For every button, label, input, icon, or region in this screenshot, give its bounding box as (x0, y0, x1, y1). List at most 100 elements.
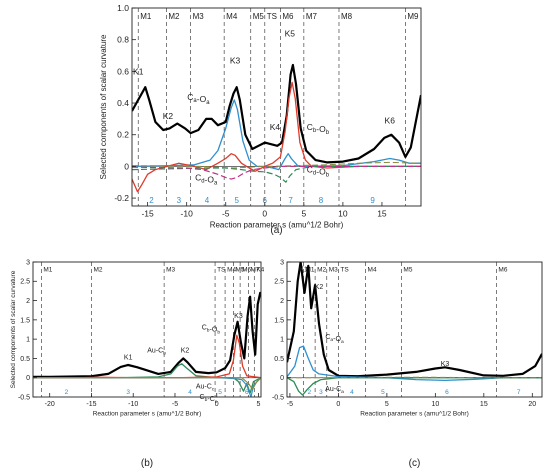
y-tick-label: 0.8 (117, 35, 129, 45)
x-tick-label: 10 (338, 209, 348, 219)
y-tick-label: 0.4 (117, 98, 129, 108)
phase-marker-label: TS (340, 267, 349, 274)
x-tick-label: 15 (480, 401, 488, 408)
x-tick-label: -5 (172, 401, 178, 408)
curve-annotation: K5 (285, 29, 296, 39)
phase-marker-label: M5 (403, 267, 412, 274)
curve-annotation: K3 (441, 361, 450, 368)
series-line-4 (132, 165, 421, 183)
phase-marker-label: M9 (407, 12, 419, 21)
y-tick-label: -0.5 (272, 394, 284, 401)
y-tick-label: 3 (26, 259, 30, 266)
curve-annotation: K1 (124, 355, 133, 362)
curve-annotation: K2 (315, 284, 324, 291)
curve-annotation: Au-Cb (147, 348, 166, 357)
y-tick-label: 1 (280, 337, 284, 344)
phase-marker-label: M4 (226, 12, 238, 21)
phase-marker-label: M2 (317, 267, 326, 274)
phase-marker-label: M6 (498, 267, 507, 274)
curve-annotation: Cd-Oa (195, 173, 218, 187)
phase-number: 9 (370, 196, 375, 205)
curve-annotation: Au-Ca (325, 386, 344, 395)
series-line-2 (132, 99, 421, 171)
curve-annotation: Cb-Ob (202, 325, 221, 336)
phase-marker-label: M6 (282, 12, 294, 21)
phase-number: 5 (381, 389, 385, 396)
y-tick-label: 2.5 (274, 279, 284, 286)
phase-number: 5 (234, 196, 239, 205)
x-tick-label: 5 (257, 401, 261, 408)
x-tick-label: -5 (222, 209, 230, 219)
panel-b-chart: M1M2M3TSM4M5M6M7K423456K1K2K3Au-CbCb-ObA… (10, 259, 265, 469)
y-tick-label: 0 (124, 161, 129, 171)
phase-number: 6 (445, 389, 449, 396)
phase-number: 6 (245, 389, 249, 396)
series-line-1 (33, 291, 261, 378)
phase-marker-label: M5 (253, 12, 265, 21)
curve-annotation: Cd-Ob (307, 165, 330, 179)
phase-marker-label: M3 (329, 267, 338, 274)
y-axis-label: Selected components of scalar curvature (10, 270, 17, 388)
y-tick-label: 0.5 (20, 356, 30, 363)
phase-marker-label: K4 (256, 267, 264, 274)
phase-number: 2 (307, 389, 311, 396)
series-group (287, 262, 542, 396)
phase-number: 7 (517, 389, 521, 396)
series-line-5 (132, 165, 421, 180)
phase-number: 4 (350, 389, 354, 396)
curve-annotation: Au-Cc (196, 384, 215, 393)
x-tick-label: 15 (377, 209, 387, 219)
y-tick-label: 2.5 (20, 279, 30, 286)
panel-a-chart: M1 M2 M3 M4 M5 TS M6 M7 M8 M9 2 3 4 5 6 7 8 9 K1 K2 K3 K4 K5 K6… (99, 3, 422, 236)
x-tick-label: 0 (262, 209, 267, 219)
x-tick-label: 10 (431, 401, 439, 408)
phase-number: 3 (177, 196, 182, 205)
x-tick-label: -20 (45, 401, 55, 408)
y-tick-label: 2 (280, 298, 284, 305)
plot-frame (131, 7, 422, 207)
phase-number: 5 (218, 389, 222, 396)
y-tick-label: 1 (26, 337, 30, 344)
phase-number: 2 (149, 196, 154, 205)
plot-frame (32, 261, 262, 398)
phase-marker-label: M6 (242, 267, 251, 274)
phase-number: 2 (65, 389, 69, 396)
x-tick-label: 5 (385, 401, 389, 408)
curve-annotation: K1 (133, 67, 144, 77)
panel-label: (b) (141, 458, 153, 469)
phase-marker-label: M7 (250, 267, 259, 274)
x-axis-label: Reaction parameter s (amu^1/2 Bohr) (93, 411, 202, 418)
curve-annotation: K4 (270, 122, 281, 132)
curve-annotation: K6 (385, 116, 396, 126)
curve-annotation: Ca-Oa (187, 92, 210, 106)
phase-marker-label: M8 (341, 12, 353, 21)
y-tick-label: 1.5 (20, 317, 30, 324)
phase-marker-label: M4 (368, 267, 377, 274)
panel-label: (c) (409, 458, 421, 469)
series-line-6 (132, 161, 421, 169)
x-tick-label: 5 (301, 209, 306, 219)
curve-annotation: K3 (230, 55, 241, 65)
y-tick-label: 0 (280, 375, 284, 382)
series-line-5 (33, 377, 261, 390)
y-axis-label: Selected components of scalar curvature (99, 34, 108, 180)
curve-annotation: K2 (181, 348, 190, 355)
series-line-1 (132, 63, 421, 164)
y-tick-label: 1.0 (117, 3, 129, 13)
phase-marker-label: M3 (166, 267, 175, 274)
x-tick-label: -5 (287, 401, 293, 408)
y-tick-label: 0.6 (117, 66, 129, 76)
curve-annotation: Ca-Oa (325, 334, 344, 345)
x-tick-label: -15 (141, 209, 154, 219)
phase-number: 7 (288, 196, 293, 205)
phase-marker-label: M1 (140, 12, 152, 21)
y-tick-label: 0.5 (274, 356, 284, 363)
phase-marker-label: M1 (43, 267, 52, 274)
x-tick-label: -10 (181, 209, 194, 219)
series-line-2 (287, 345, 542, 382)
phase-marker-label: TS (267, 12, 277, 21)
series-line-3 (287, 377, 542, 396)
y-tick-label: -0.5 (18, 394, 30, 401)
series-group (33, 291, 261, 397)
